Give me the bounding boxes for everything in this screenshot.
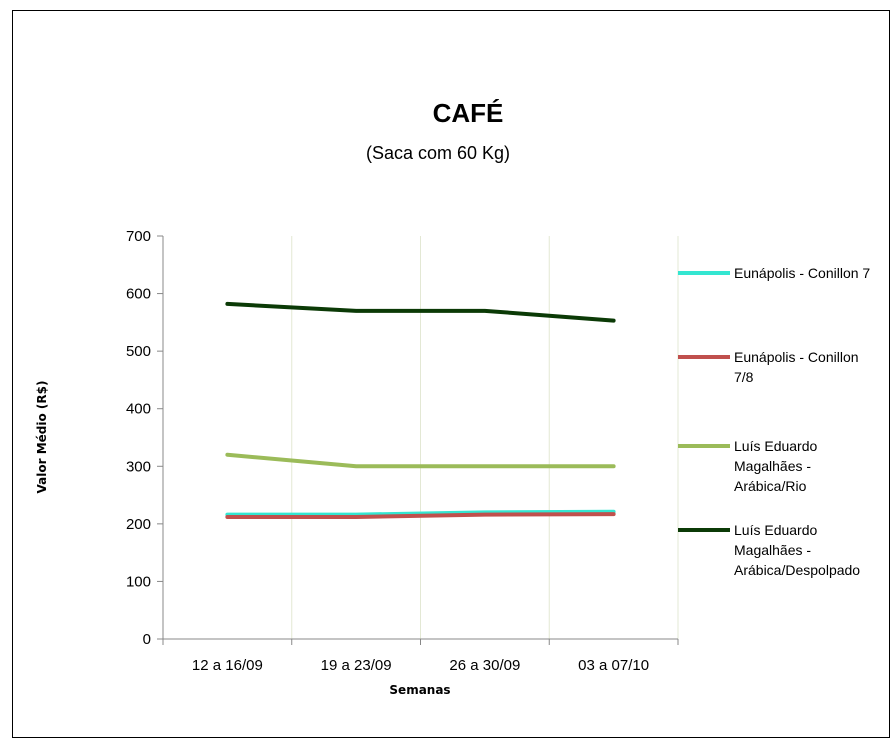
x-tick-labels: 12 a 16/09 19 a 23/09 26 a 30/09 03 a 07/10 (192, 657, 649, 674)
chart-title: CAFÉ (433, 98, 504, 128)
legend-item: Luís Eduardo Magalhães - Arábica/Rio (678, 438, 817, 494)
legend-item: Luís Eduardo Magalhães - Arábica/Despolpad… (678, 522, 860, 578)
legend-label: Eunápolis - Conillon 7 (734, 265, 870, 281)
y-tick-label: 500 (126, 343, 151, 360)
series-lines (225, 301, 616, 519)
chart-frame (12, 10, 890, 738)
x-axis-title: Semanas (389, 683, 450, 697)
y-tick-label: 400 (126, 401, 151, 418)
legend-label: Magalhães - (734, 458, 811, 474)
legend-label: Luís Eduardo (734, 522, 817, 538)
legend-label: Eunápolis - Conillon (734, 349, 859, 365)
series-line (225, 509, 616, 517)
legend-item: Eunápolis - Conillon 7 (678, 265, 870, 281)
legend-label: Arábica/Rio (734, 478, 807, 494)
x-tick-label: 19 a 23/09 (321, 657, 392, 674)
grid-lines (291, 236, 679, 639)
y-tick-label: 200 (126, 516, 151, 533)
y-tick-labels: 0 100 200 300 400 500 600 700 (126, 228, 151, 648)
legend-item: Eunápolis - Conillon 7/8 (678, 349, 859, 385)
series-line (225, 452, 616, 469)
legend-label: Luís Eduardo (734, 438, 817, 454)
x-tick-label: 26 a 30/09 (449, 657, 520, 674)
chart-subtitle: (Saca com 60 Kg) (366, 143, 510, 163)
y-tick-label: 700 (126, 228, 151, 245)
y-axis-title: Valor Médio (R$) (35, 381, 49, 494)
series-line (225, 301, 616, 323)
legend-label: Magalhães - (734, 542, 811, 558)
series-line (225, 512, 616, 519)
y-tick-label: 100 (126, 573, 151, 590)
legend-label: 7/8 (734, 369, 754, 385)
legend: Eunápolis - Conillon 7 Eunápolis - Conill… (678, 265, 870, 578)
y-tick-label: 0 (143, 631, 151, 648)
x-tick-label: 03 a 07/10 (578, 657, 649, 674)
y-tick-label: 300 (126, 458, 151, 475)
legend-label: Arábica/Despolpado (734, 562, 860, 578)
y-tick-label: 600 (126, 286, 151, 303)
x-tick-label: 12 a 16/09 (192, 657, 263, 674)
axes (157, 235, 679, 645)
